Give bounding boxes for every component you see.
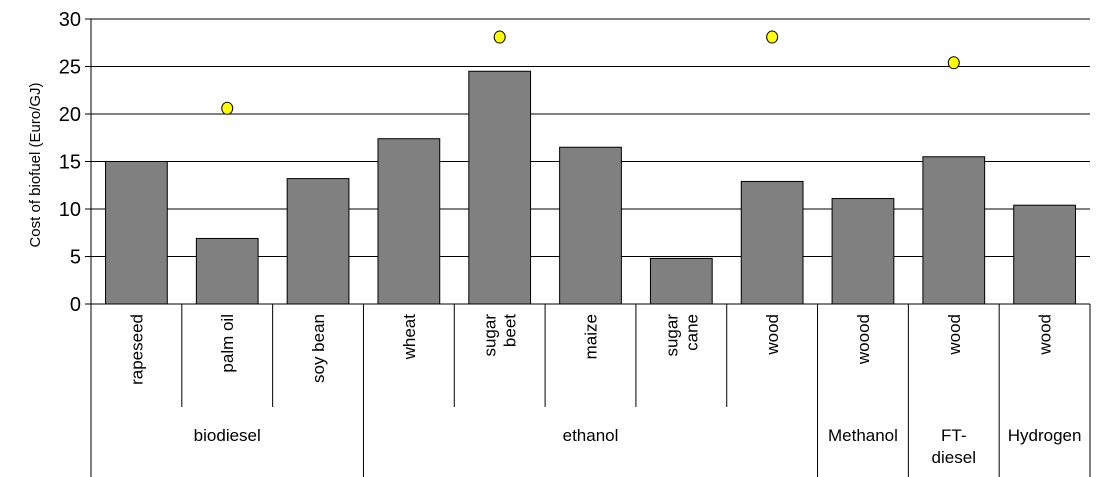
bar-8 <box>740 180 804 305</box>
bar-4 <box>377 138 441 305</box>
bar-11 <box>1013 204 1076 305</box>
category-label-5-line-1: sugar <box>481 314 500 357</box>
group-label-2: ethanol <box>563 426 619 445</box>
marker-5 <box>493 30 506 44</box>
category-labels: rapeseed palm oil soy bean wheat sugar beet ma… <box>127 314 1054 385</box>
group-label-4-line-1: FT- <box>941 426 967 445</box>
bar-2 <box>195 237 259 305</box>
y-tick-label-25: 25 <box>59 57 81 79</box>
marker-8 <box>766 30 779 44</box>
category-label-10: wood <box>945 314 964 356</box>
bars <box>105 70 1076 305</box>
bar-6 <box>559 146 622 305</box>
marker-10 <box>947 56 960 70</box>
category-label-8: wood <box>763 314 782 356</box>
y-tick-labels: 0 5 10 15 20 25 30 <box>59 9 81 316</box>
category-label-2: palm oil <box>218 314 237 373</box>
y-tick-label-15: 15 <box>59 152 81 174</box>
group-label-4-line-2: diesel <box>932 448 976 467</box>
category-label-4: wheat <box>400 314 419 361</box>
y-axis-label: Cost of biofuel (Euro/GJ) <box>27 82 44 247</box>
category-label-1: rapeseed <box>127 314 146 385</box>
markers <box>221 30 960 115</box>
group-label-5: Hydrogen <box>1008 426 1082 445</box>
category-label-7-line-1: sugar <box>662 314 681 357</box>
category-label-6: maize <box>582 314 601 359</box>
category-label-7-line-2: cane <box>682 314 701 351</box>
category-label-5-line-2: beet <box>501 314 520 347</box>
y-tick-label-5: 5 <box>70 247 81 269</box>
y-tick-label-20: 20 <box>59 104 81 126</box>
bar-10 <box>922 156 986 305</box>
y-tick-label-30: 30 <box>59 9 81 31</box>
y-tick-label-10: 10 <box>59 199 81 221</box>
category-label-3: soy bean <box>309 314 328 383</box>
group-labels: biodiesel ethanol Methanol FT-diesel Hydroge… <box>194 426 1082 467</box>
y-tick-label-0: 0 <box>70 294 81 316</box>
axes <box>85 18 1091 477</box>
bar-7 <box>649 257 713 305</box>
bar-3 <box>286 178 350 305</box>
marker-2 <box>221 101 234 115</box>
category-label-11: wood <box>1036 314 1055 356</box>
category-label-9: woood <box>854 314 873 365</box>
bar-9 <box>831 198 895 305</box>
bar-5 <box>468 70 532 305</box>
group-label-1: biodiesel <box>194 426 261 445</box>
bar-1 <box>105 161 168 305</box>
group-label-3: Methanol <box>828 426 898 445</box>
